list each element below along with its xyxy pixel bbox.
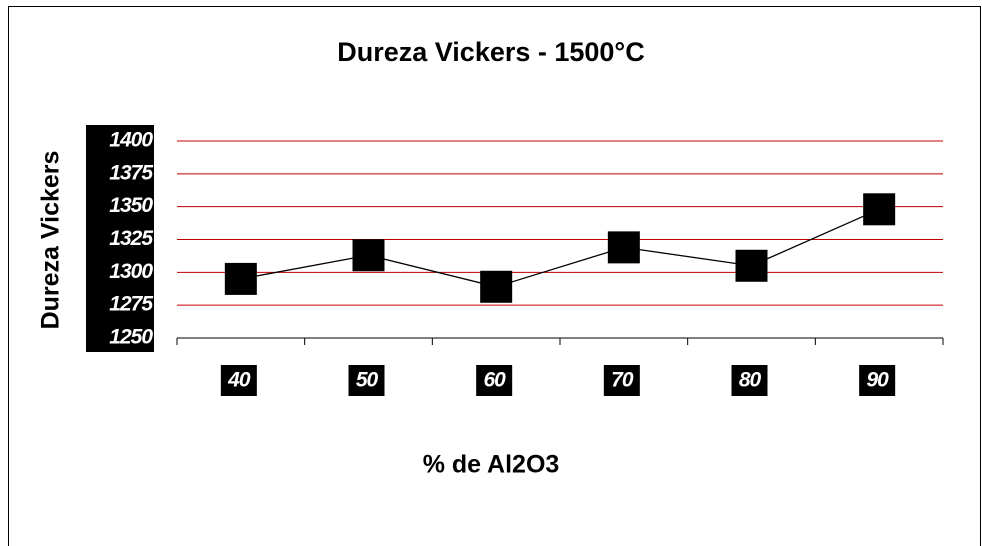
data-point <box>224 262 257 295</box>
y-tick-label: 1375 <box>109 161 153 184</box>
y-tick-label: 1325 <box>109 227 153 250</box>
y-tick-label-background <box>86 125 154 352</box>
chart-title: Dureza Vickers - 1500°C <box>337 37 644 67</box>
y-tick-label: 1400 <box>109 129 153 152</box>
x-tick-label-background <box>859 365 896 396</box>
x-tick-label-background <box>348 365 385 396</box>
x-tick-label: 40 <box>227 369 251 392</box>
data-point <box>352 239 385 272</box>
x-tick-label-background <box>220 365 257 396</box>
x-tick-label-background <box>731 365 768 396</box>
data-point <box>607 231 640 264</box>
x-tick-label-background <box>603 365 640 396</box>
x-tick-label: 80 <box>739 369 762 392</box>
series-line <box>240 208 880 288</box>
x-tick-label: 60 <box>483 369 506 392</box>
data-point <box>863 193 896 226</box>
y-tick-label: 1250 <box>109 326 153 349</box>
data-point <box>735 249 768 282</box>
y-axis-title: Dureza Vickers <box>37 151 65 330</box>
x-axis-title: % de Al2O3 <box>423 451 560 479</box>
x-tick-label: 70 <box>611 369 634 392</box>
data-point <box>480 270 513 303</box>
x-tick-label: 90 <box>866 369 889 392</box>
y-tick-label: 1300 <box>109 260 153 283</box>
x-tick-label: 50 <box>356 369 379 392</box>
y-tick-label: 1275 <box>109 293 153 316</box>
y-tick-label: 1350 <box>109 194 153 217</box>
x-tick-label-background <box>476 365 513 396</box>
